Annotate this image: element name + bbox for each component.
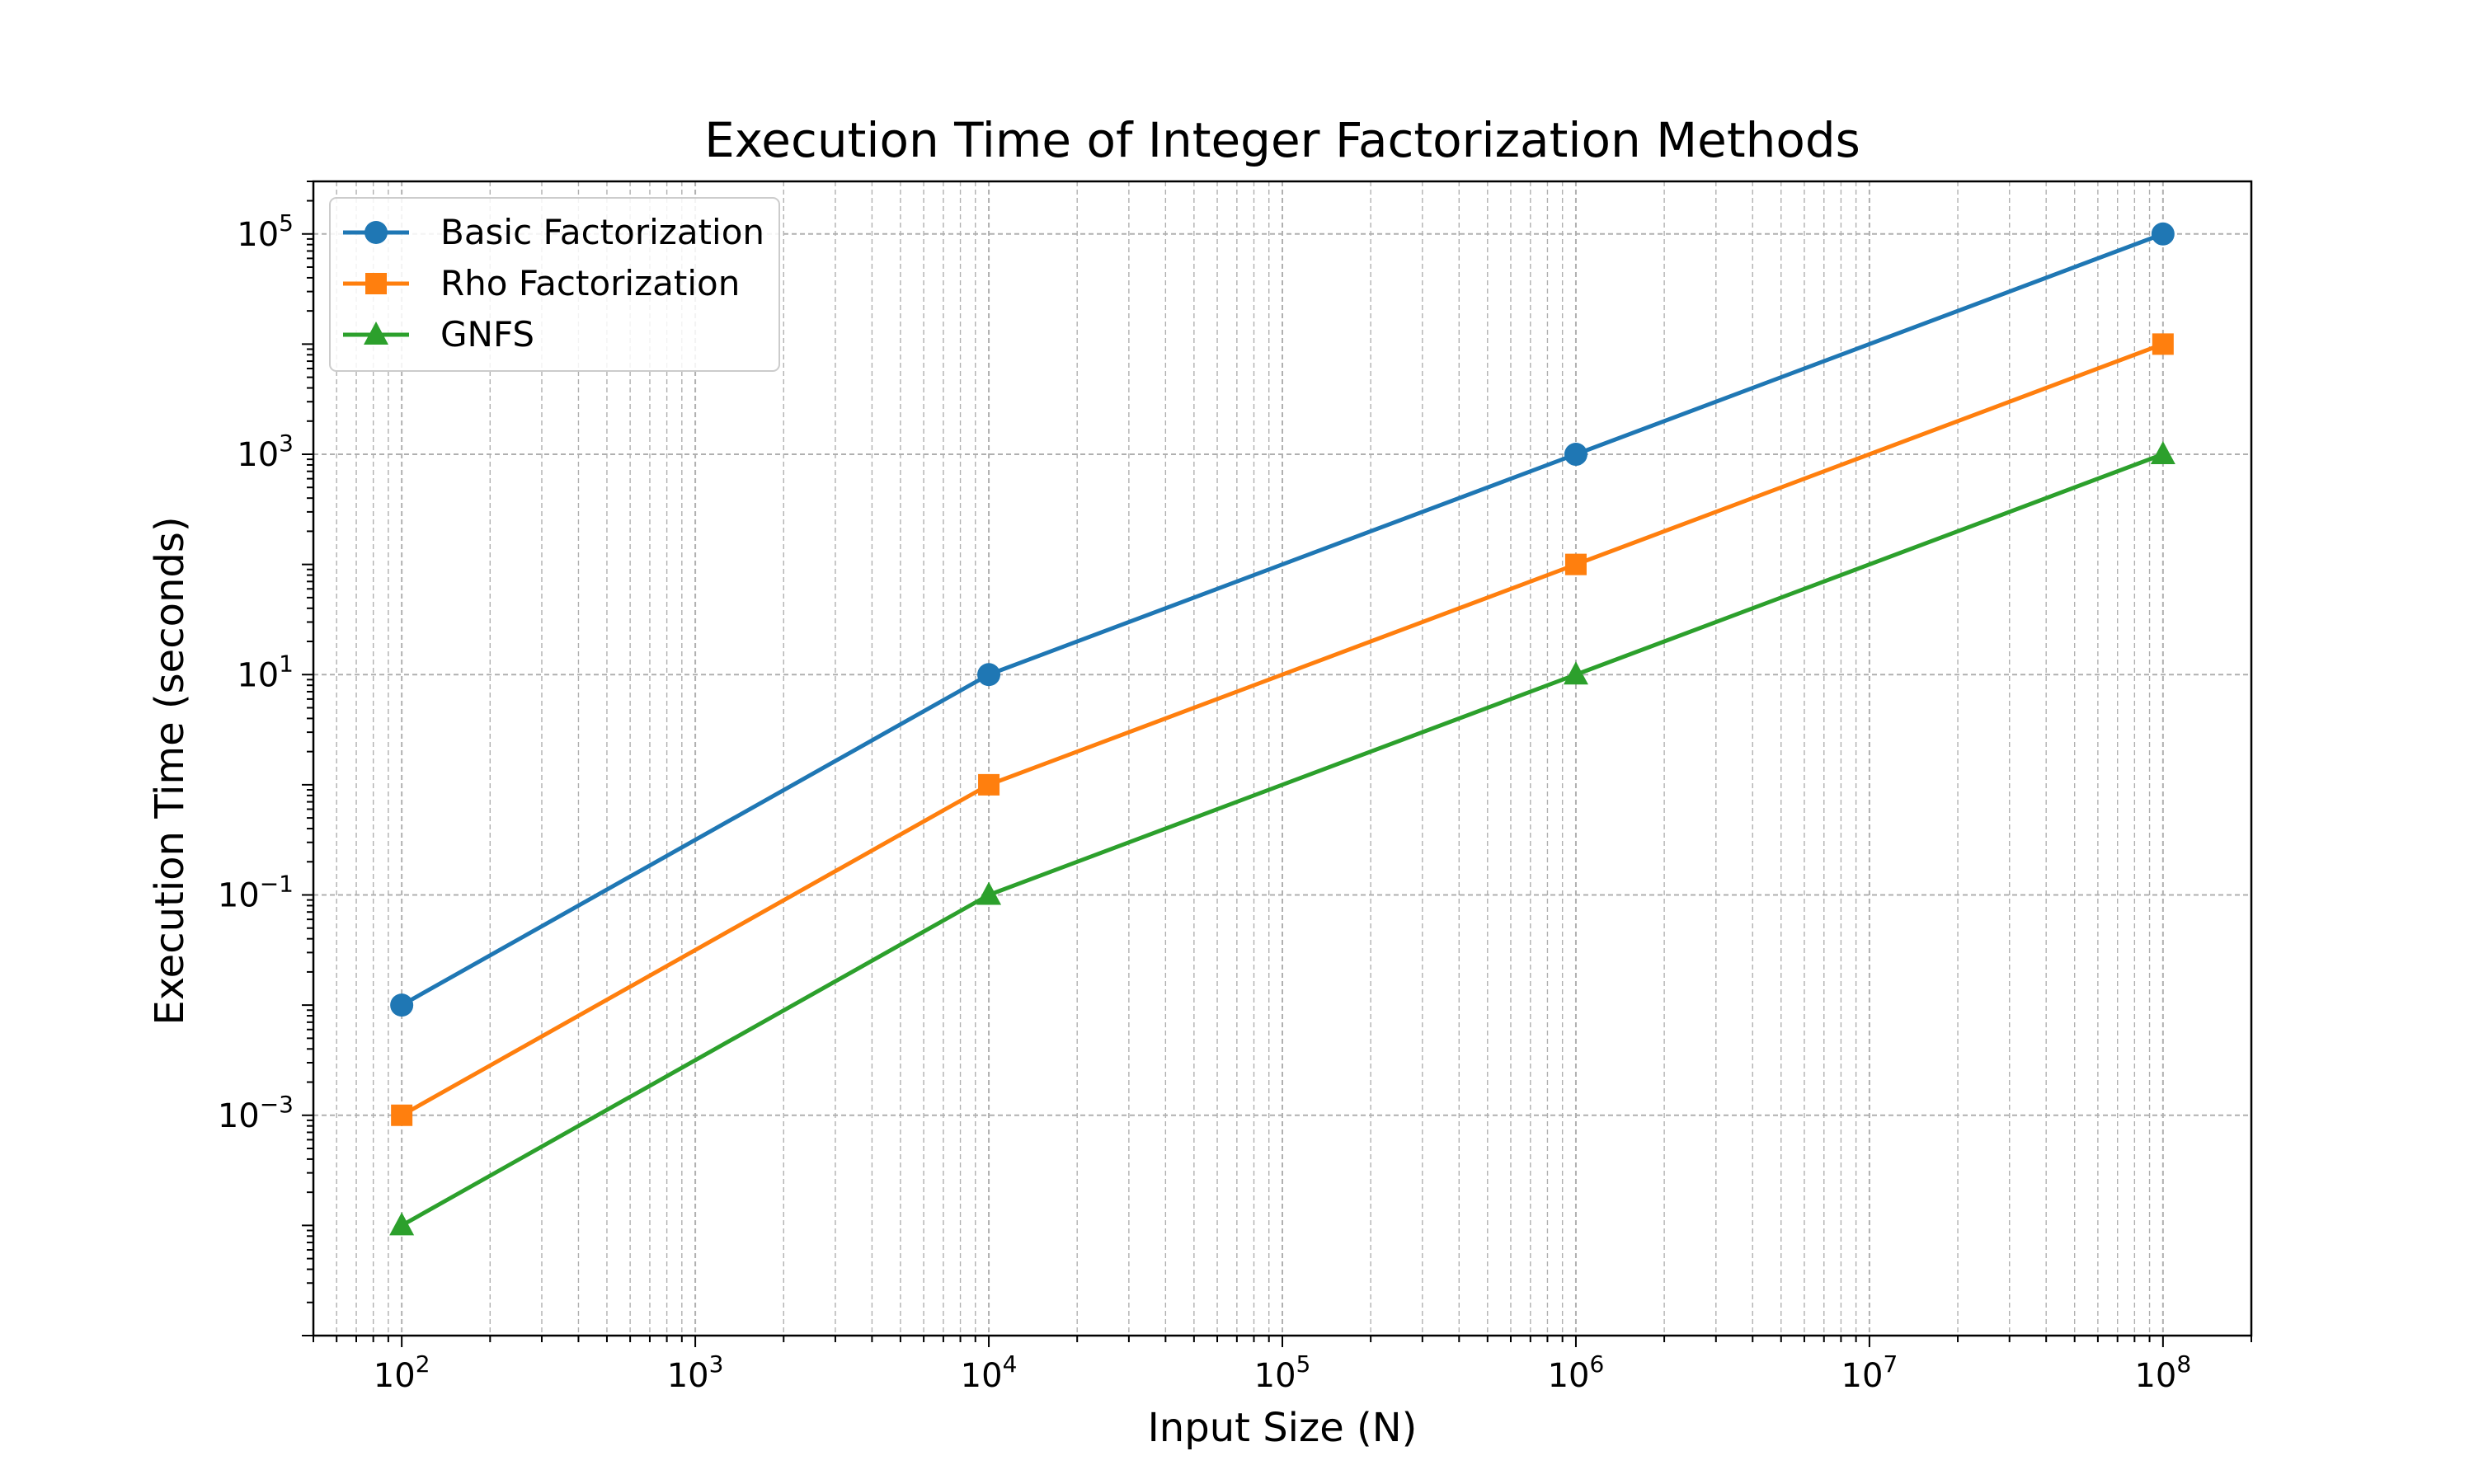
x-tick-label: 108 (2134, 1350, 2191, 1395)
x-tick-label: 102 (374, 1350, 430, 1395)
series-3 (389, 441, 2175, 1236)
series-1 (390, 222, 2175, 1017)
y-tick-label: 103 (237, 430, 294, 474)
x-axis-label: Input Size (N) (1148, 1405, 1418, 1451)
legend-item: GNFS (343, 314, 534, 355)
legend-marker (365, 221, 388, 244)
x-tick-label: 105 (1254, 1350, 1311, 1395)
legend-box (329, 197, 780, 372)
legend-marker (365, 273, 387, 294)
legend-label: Rho Factorization (440, 263, 740, 303)
x-tick-label: 103 (667, 1350, 724, 1395)
data-point (1563, 661, 1588, 685)
y-tick-label: 105 (237, 209, 294, 254)
chart-title: Execution Time of Integer Factorization … (704, 112, 1860, 168)
data-point (2152, 333, 2174, 355)
y-tick-label: 101 (237, 650, 294, 694)
legend-item: Rho Factorization (343, 263, 740, 303)
legend: Basic Factorization Rho Factorization GNFS (329, 197, 780, 372)
legend-item: Basic Factorization (343, 212, 764, 252)
series-2 (391, 333, 2174, 1126)
x-tick-label: 104 (961, 1350, 1018, 1395)
y-axis-label: Execution Time (seconds) (147, 516, 193, 1025)
legend-label: GNFS (440, 314, 534, 355)
data-point (390, 993, 414, 1017)
y-tick-label: 10−1 (218, 871, 294, 915)
data-point (1564, 443, 1587, 467)
y-tick-label: 10−3 (218, 1091, 294, 1135)
data-point (977, 663, 1001, 687)
legend-label: Basic Factorization (440, 212, 764, 252)
data-point (1564, 553, 1587, 575)
data-point (2151, 222, 2175, 246)
data-point (2150, 441, 2175, 465)
series-line (400, 232, 2164, 1007)
x-tick-label: 106 (1548, 1350, 1605, 1395)
data-point (976, 881, 1002, 905)
data-point (389, 1212, 415, 1236)
data-point (978, 773, 1000, 796)
grid (313, 181, 2252, 1336)
ticks: 102 103 104 105 106 107 108 10−3 10−1 101 103 105 (218, 181, 2252, 1395)
data-point (391, 1104, 413, 1126)
legend-marker (364, 322, 388, 345)
series-line (400, 452, 2164, 1228)
series-layer (389, 222, 2175, 1236)
x-tick-label: 107 (1841, 1350, 1898, 1395)
series-line (400, 342, 2164, 1117)
